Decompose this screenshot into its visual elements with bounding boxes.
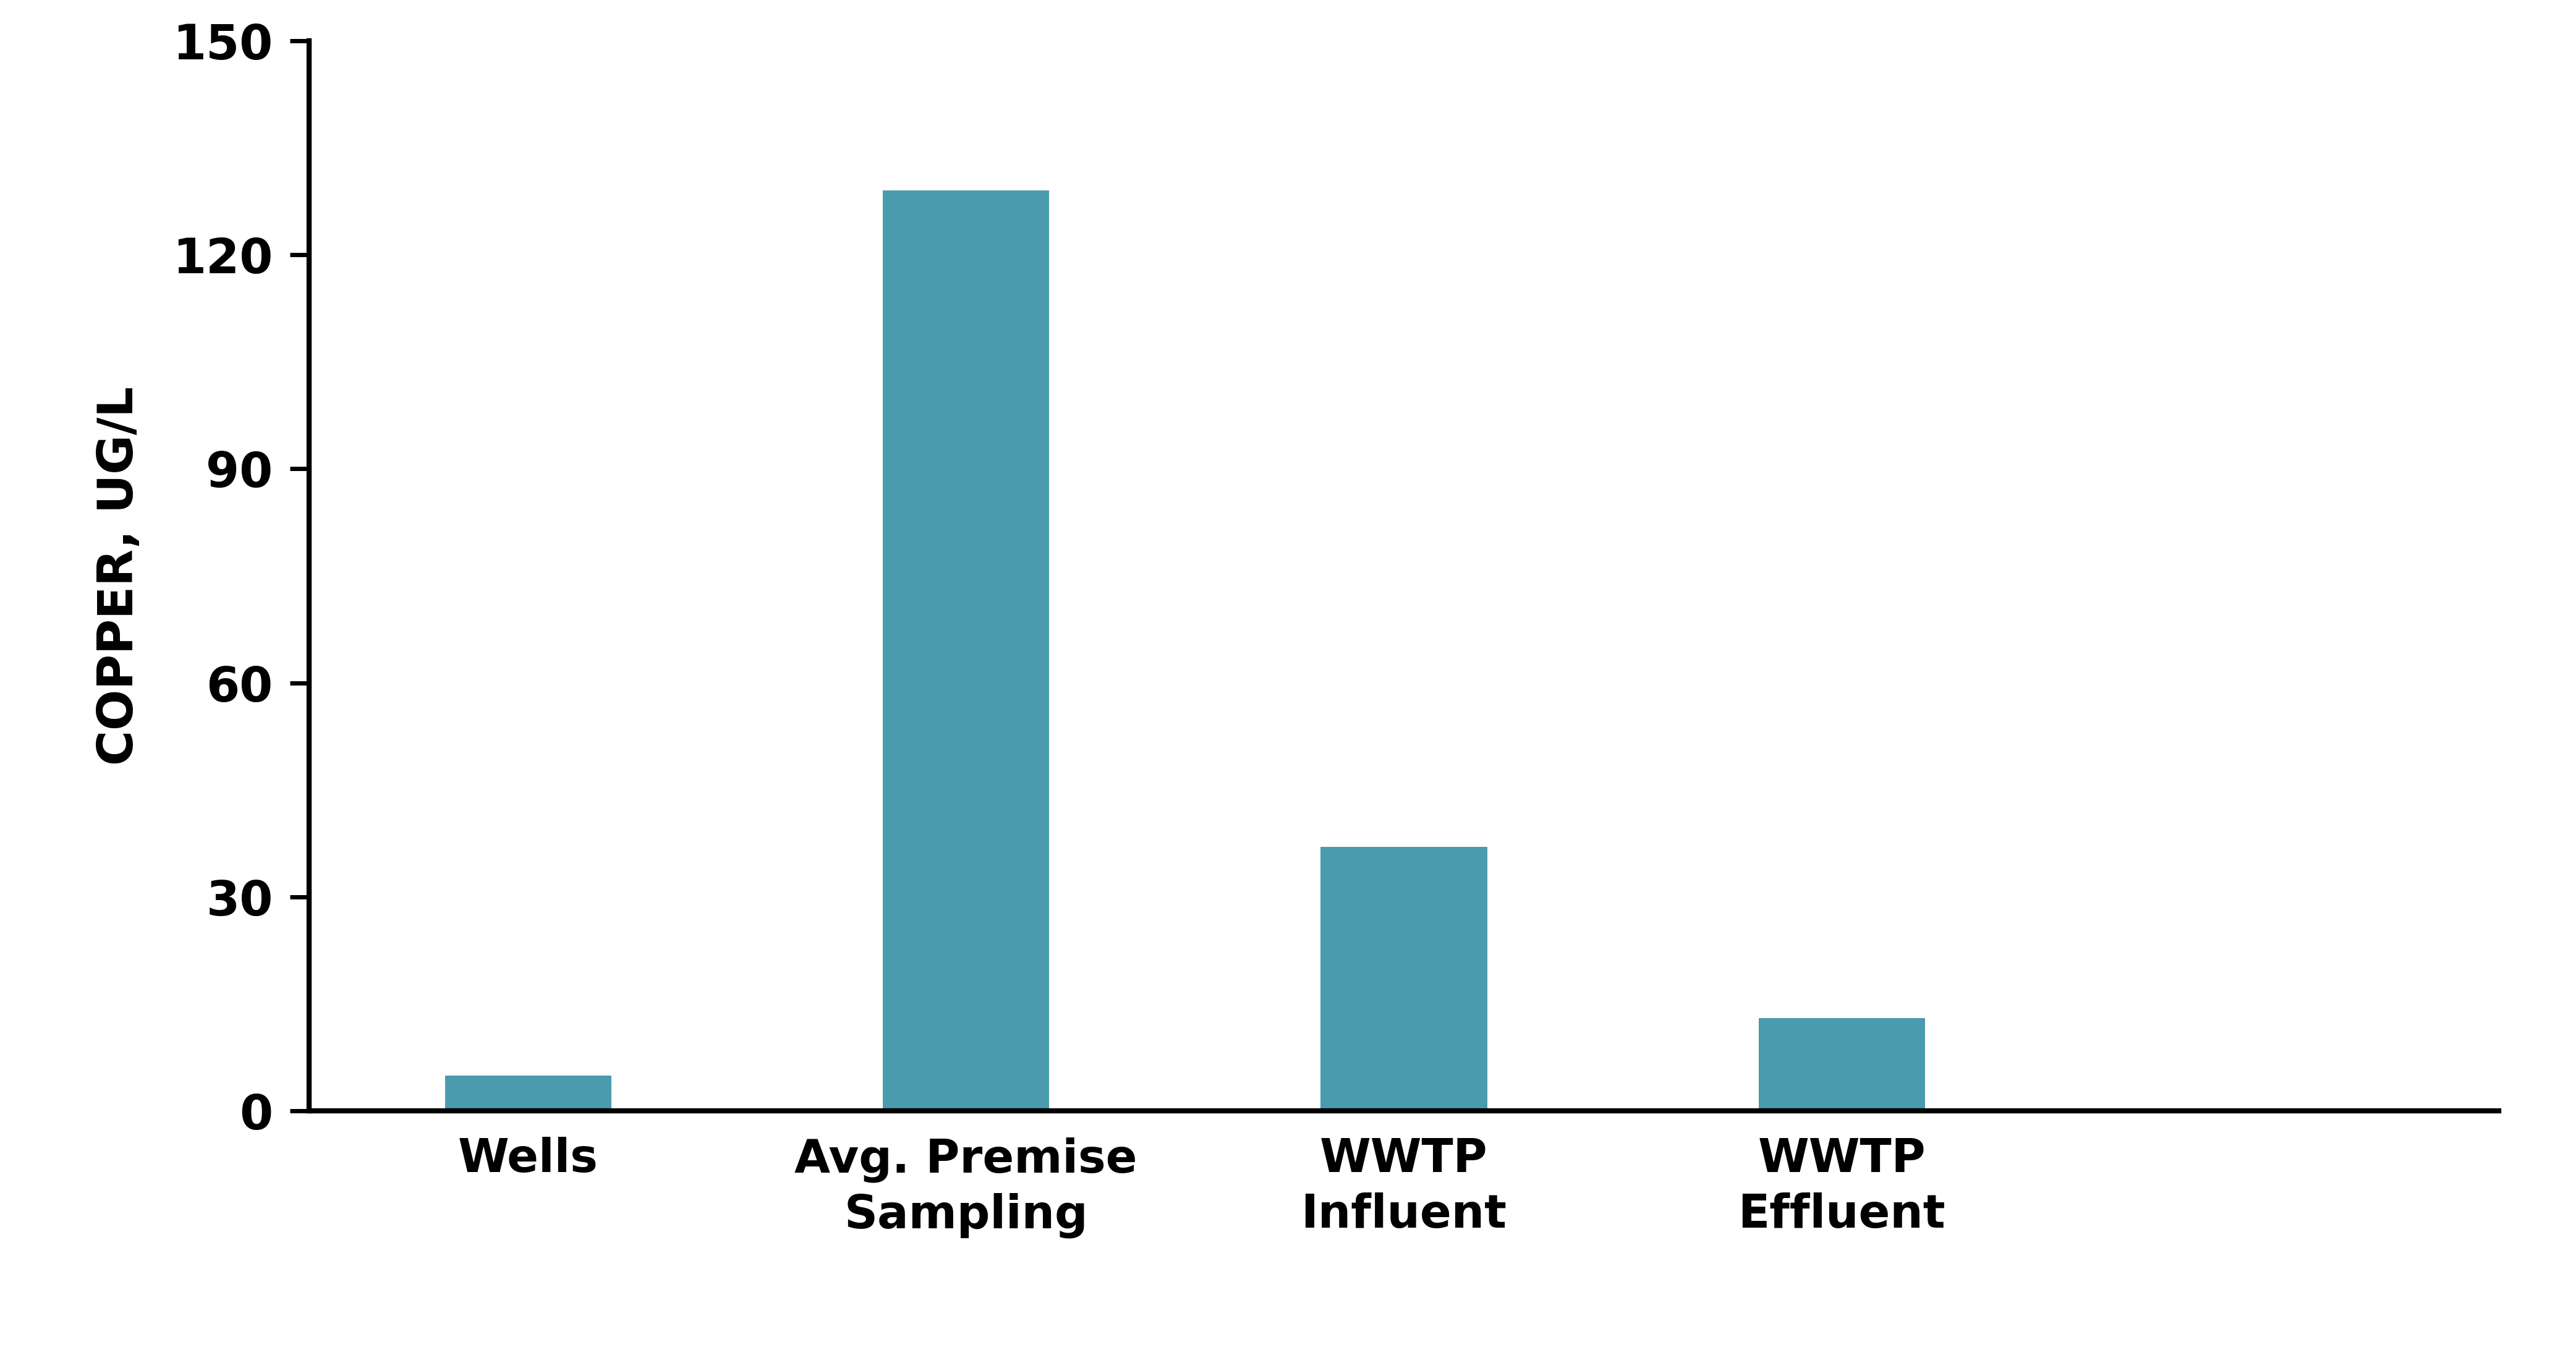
Bar [1321,847,1486,1111]
Bar [446,1076,611,1111]
Bar [884,191,1048,1111]
Bar [1759,1019,1924,1111]
Y-axis label: COPPER, UG/L: COPPER, UG/L [95,386,142,766]
